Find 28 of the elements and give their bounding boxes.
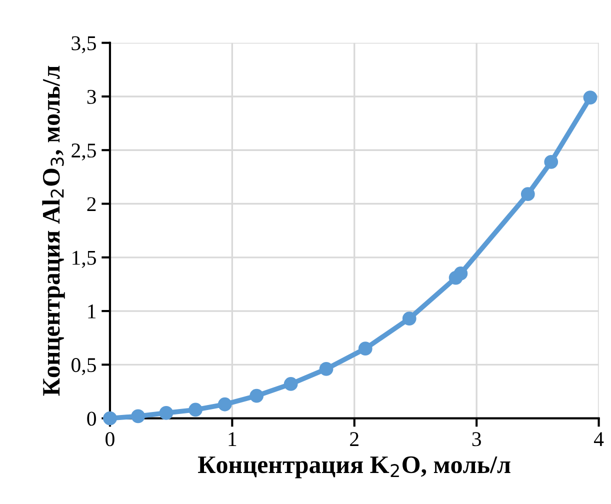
x-tick-label: 4 bbox=[594, 432, 604, 446]
y-tick-label: 0 bbox=[87, 412, 96, 426]
x-tick-label: 3 bbox=[472, 432, 481, 446]
point bbox=[319, 362, 334, 376]
point bbox=[454, 266, 468, 280]
y-tick-label: 3 bbox=[87, 90, 96, 104]
point bbox=[583, 90, 598, 104]
point bbox=[402, 312, 416, 326]
point bbox=[544, 154, 558, 169]
y-tick-label: 0,5 bbox=[72, 358, 96, 376]
x-axis-title: Концентрация K$_{2}$O, моль/л bbox=[198, 456, 510, 478]
point bbox=[520, 187, 535, 202]
point bbox=[218, 397, 232, 412]
x-tick-label: 0 bbox=[106, 432, 114, 446]
x-tick-label: 2 bbox=[350, 432, 358, 446]
y-tick-label: 2 bbox=[87, 197, 96, 211]
y-tick-label: 3,5 bbox=[72, 36, 96, 54]
point bbox=[131, 409, 146, 424]
point bbox=[250, 388, 264, 403]
point bbox=[159, 406, 174, 420]
point bbox=[284, 377, 298, 391]
point bbox=[358, 342, 372, 356]
y-tick-label: 1 bbox=[88, 304, 96, 318]
y-tick-label: 2,5 bbox=[72, 144, 96, 161]
y-axis-title: Концентрация Al$_{2}$O$_{3}$, моль/л bbox=[42, 66, 65, 396]
point bbox=[188, 402, 202, 417]
x-tick-label: 1 bbox=[228, 432, 236, 446]
y-tick-label: 1,5 bbox=[72, 250, 96, 268]
